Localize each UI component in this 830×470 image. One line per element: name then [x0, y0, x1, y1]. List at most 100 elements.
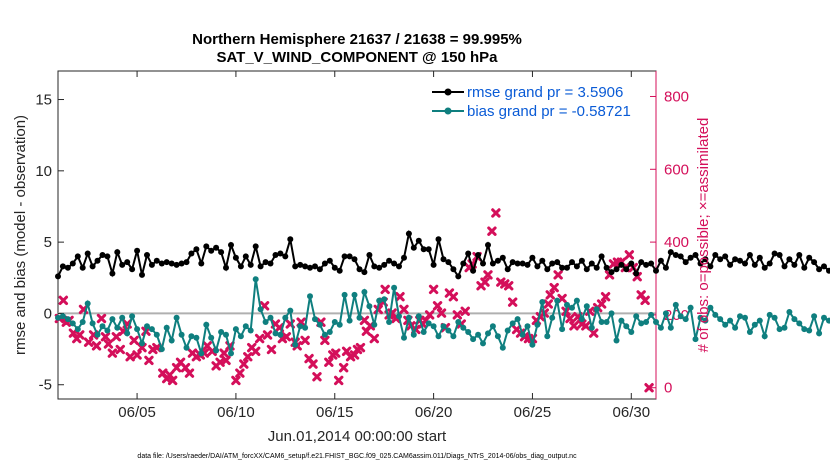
rmse-point — [737, 257, 743, 264]
obs-point — [338, 362, 349, 373]
rmse-point — [183, 259, 190, 266]
rmse-point — [69, 260, 76, 267]
obs-point — [507, 297, 518, 307]
bias-point — [302, 324, 309, 331]
obs-point — [58, 295, 69, 306]
rmse-point — [697, 260, 704, 267]
bias-point — [198, 350, 205, 357]
rmse-point — [524, 261, 531, 268]
rmse-point — [188, 250, 195, 257]
rmse-point — [717, 256, 724, 263]
legend-bias-label: bias grand pr = -0.58721 — [467, 103, 631, 120]
bias-point — [682, 316, 689, 323]
obs-point — [424, 310, 435, 320]
bias-point — [282, 314, 289, 321]
rmse-point — [316, 266, 323, 273]
rmse-point — [94, 257, 101, 264]
bias-point — [583, 303, 590, 310]
bias-point — [252, 276, 259, 283]
bias-point — [470, 336, 477, 343]
rmse-point — [776, 252, 783, 258]
obs-point — [460, 306, 470, 316]
obs-point — [107, 348, 118, 358]
rmse-point — [821, 263, 827, 270]
rmse-point — [554, 259, 561, 266]
bias-point — [297, 323, 304, 330]
rmse-point — [569, 259, 575, 266]
bias-point — [781, 324, 788, 331]
rmse-point — [583, 266, 590, 273]
bias-point — [628, 329, 635, 335]
bias-point — [598, 319, 605, 325]
rmse-point — [79, 264, 86, 271]
obs-point — [596, 299, 607, 309]
rmse-point — [321, 260, 328, 267]
bias-point — [89, 320, 96, 327]
bias-point — [791, 316, 798, 323]
bias-point — [633, 313, 640, 320]
rmse-point — [232, 254, 239, 261]
bias-point — [657, 324, 664, 331]
obs-point — [545, 290, 555, 300]
obs-point — [103, 339, 114, 349]
rmse-point — [489, 260, 496, 267]
bias-point — [766, 311, 773, 318]
rmse-point — [445, 259, 452, 266]
bias-point — [539, 299, 546, 305]
bias-point — [687, 304, 694, 311]
bias-point — [59, 313, 66, 320]
bias-point — [648, 311, 655, 318]
obs-point — [640, 295, 650, 306]
obs-point — [262, 330, 273, 340]
rmse-point — [198, 260, 205, 267]
rmse-point — [292, 263, 299, 270]
bias-point — [786, 309, 793, 315]
rmse-point — [786, 256, 793, 263]
bias-point — [287, 307, 294, 314]
bias-point — [746, 329, 753, 335]
bias-point — [801, 326, 808, 333]
bias-point — [564, 301, 570, 308]
bias-point — [707, 304, 714, 311]
rmse-point — [89, 263, 96, 270]
bias-point — [475, 331, 482, 338]
rmse-point — [139, 271, 145, 278]
rmse-point — [84, 250, 91, 257]
bias-point — [292, 341, 299, 348]
bias-point — [821, 314, 827, 321]
bias-point — [485, 330, 491, 337]
bias-point — [321, 331, 328, 338]
rmse-point — [405, 230, 412, 237]
rmse-point — [544, 266, 551, 273]
obs-point — [129, 335, 139, 346]
bias-point — [371, 321, 378, 328]
rmse-point — [158, 260, 165, 267]
rmse-point — [702, 256, 709, 263]
bias-point — [99, 323, 106, 330]
rmse-point — [494, 257, 501, 264]
rmse-point — [223, 264, 229, 271]
bias-point — [811, 313, 818, 320]
x-axis: 06/05 06/10 06/15 06/20 06/25 06/30 — [118, 71, 650, 421]
y-tick-label: -5 — [39, 377, 52, 394]
rmse-point — [425, 246, 432, 253]
rmse-point — [109, 270, 116, 277]
obs-point — [221, 355, 231, 366]
rmse-point — [687, 254, 694, 261]
bias-point — [391, 284, 398, 291]
rmse-point — [653, 267, 659, 274]
bias-point — [554, 297, 561, 304]
bias-point — [153, 331, 160, 338]
rmse-point — [766, 260, 773, 267]
rmse-point — [351, 256, 358, 263]
rmse-point — [781, 263, 788, 270]
bias-point — [420, 329, 427, 335]
obs-point — [219, 348, 229, 358]
legend-rmse-marker — [444, 88, 452, 96]
bias-point — [578, 316, 585, 323]
bias-point — [272, 330, 279, 337]
y-right-tick-label: 400 — [664, 234, 689, 251]
bias-point — [213, 347, 220, 354]
